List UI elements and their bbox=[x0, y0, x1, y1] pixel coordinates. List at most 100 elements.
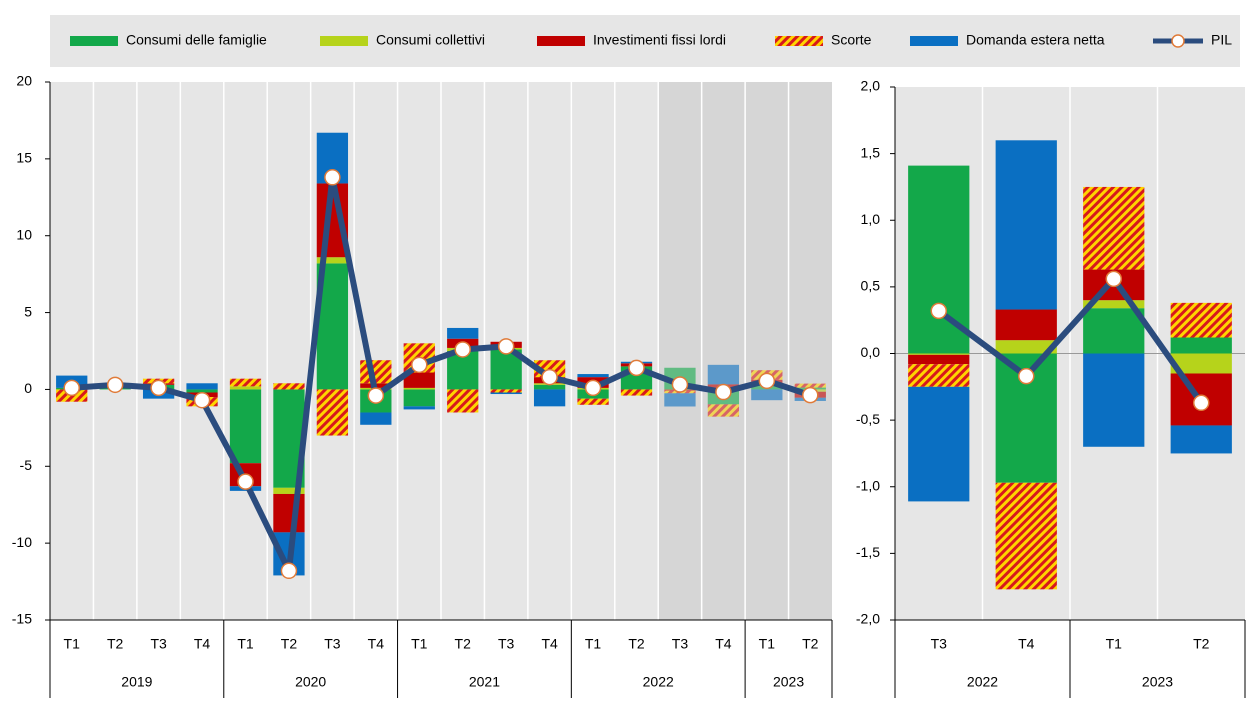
x-tick-label: T4 bbox=[541, 636, 558, 652]
year-label: 2023 bbox=[773, 674, 804, 690]
y-tick-label: 2,0 bbox=[861, 78, 881, 94]
legend-swatch bbox=[320, 36, 368, 46]
marker bbox=[1194, 395, 1209, 410]
bar bbox=[1083, 354, 1144, 447]
y-tick-label: 15 bbox=[16, 150, 32, 166]
year-label: 2022 bbox=[643, 674, 674, 690]
marker bbox=[195, 393, 210, 408]
marker bbox=[281, 563, 296, 578]
bar bbox=[230, 386, 261, 389]
marker bbox=[803, 388, 818, 403]
marker bbox=[412, 357, 427, 372]
bar bbox=[621, 389, 652, 395]
legend-label: Consumi delle famiglie bbox=[126, 32, 267, 48]
bar bbox=[534, 385, 565, 390]
legend-swatch bbox=[537, 36, 585, 46]
bar bbox=[664, 393, 695, 406]
x-tick-label: T1 bbox=[64, 636, 81, 652]
marker bbox=[931, 303, 946, 318]
y-tick-label: -5 bbox=[20, 457, 33, 473]
bar bbox=[908, 355, 969, 364]
bar bbox=[708, 365, 739, 385]
bar bbox=[996, 140, 1057, 309]
x-tick-label: T1 bbox=[759, 636, 776, 652]
bar bbox=[908, 387, 969, 502]
x-tick-label: T3 bbox=[498, 636, 515, 652]
legend-label: Domanda estera netta bbox=[966, 32, 1105, 48]
bar bbox=[996, 310, 1057, 341]
bar bbox=[1171, 425, 1232, 453]
bar bbox=[317, 389, 348, 435]
bar bbox=[1171, 338, 1232, 354]
marker bbox=[64, 380, 79, 395]
marker bbox=[455, 342, 470, 357]
marker bbox=[1106, 271, 1121, 286]
bar bbox=[447, 389, 478, 412]
marker bbox=[108, 377, 123, 392]
y-tick-label: 0,5 bbox=[861, 278, 881, 294]
marker bbox=[759, 373, 774, 388]
marker bbox=[1019, 369, 1034, 384]
legend-label: Consumi collettivi bbox=[376, 32, 485, 48]
bar bbox=[577, 399, 608, 405]
x-tick-label: T2 bbox=[281, 636, 298, 652]
marker bbox=[586, 380, 601, 395]
bar bbox=[404, 389, 435, 406]
bar bbox=[447, 328, 478, 339]
marker bbox=[629, 360, 644, 375]
year-label: 2019 bbox=[121, 674, 152, 690]
bar bbox=[360, 360, 391, 383]
year-label: 2023 bbox=[1142, 674, 1173, 690]
x-tick-label: T1 bbox=[237, 636, 254, 652]
bar bbox=[1171, 303, 1232, 338]
x-tick-label: T3 bbox=[150, 636, 167, 652]
x-tick-label: T1 bbox=[411, 636, 428, 652]
bar bbox=[273, 494, 304, 532]
bar bbox=[534, 389, 565, 406]
marker bbox=[542, 370, 557, 385]
marker bbox=[716, 385, 731, 400]
x-tick-label: T2 bbox=[1193, 636, 1210, 652]
x-tick-label: T4 bbox=[194, 636, 211, 652]
y-tick-label: -1,0 bbox=[856, 477, 880, 493]
bar bbox=[186, 383, 217, 389]
x-tick-label: T2 bbox=[455, 636, 472, 652]
x-tick-label: T4 bbox=[715, 636, 732, 652]
marker bbox=[499, 339, 514, 354]
bar bbox=[491, 389, 522, 392]
year-label: 2020 bbox=[295, 674, 326, 690]
y-tick-label: -15 bbox=[12, 611, 32, 627]
x-tick-label: T1 bbox=[585, 636, 602, 652]
legend-label: Investimenti fissi lordi bbox=[593, 32, 726, 48]
marker bbox=[672, 377, 687, 392]
y-tick-label: 10 bbox=[16, 226, 32, 242]
year-label: 2022 bbox=[967, 674, 998, 690]
y-tick-label: -2,0 bbox=[856, 611, 880, 627]
legend-swatch bbox=[910, 36, 958, 46]
legend-swatch bbox=[70, 36, 118, 46]
y-tick-label: 0 bbox=[24, 380, 32, 396]
x-tick-label: T3 bbox=[931, 636, 948, 652]
y-tick-label: 0,0 bbox=[861, 344, 881, 360]
bar bbox=[491, 393, 522, 395]
marker bbox=[368, 388, 383, 403]
bar bbox=[708, 404, 739, 416]
bar bbox=[1083, 308, 1144, 353]
y-tick-label: 20 bbox=[16, 73, 32, 89]
y-tick-label: -0,5 bbox=[856, 411, 880, 427]
y-tick-label: 1,5 bbox=[861, 144, 881, 160]
bar bbox=[360, 412, 391, 424]
marker bbox=[238, 474, 253, 489]
bar bbox=[404, 406, 435, 409]
y-tick-label: -1,5 bbox=[856, 544, 880, 560]
x-tick-label: T2 bbox=[107, 636, 124, 652]
y-tick-label: -10 bbox=[12, 534, 32, 550]
x-tick-label: T3 bbox=[324, 636, 341, 652]
bar bbox=[230, 389, 261, 463]
x-tick-label: T4 bbox=[368, 636, 385, 652]
x-tick-label: T2 bbox=[628, 636, 645, 652]
marker bbox=[325, 170, 340, 185]
bar bbox=[1083, 187, 1144, 270]
legend-swatch bbox=[1172, 35, 1184, 47]
